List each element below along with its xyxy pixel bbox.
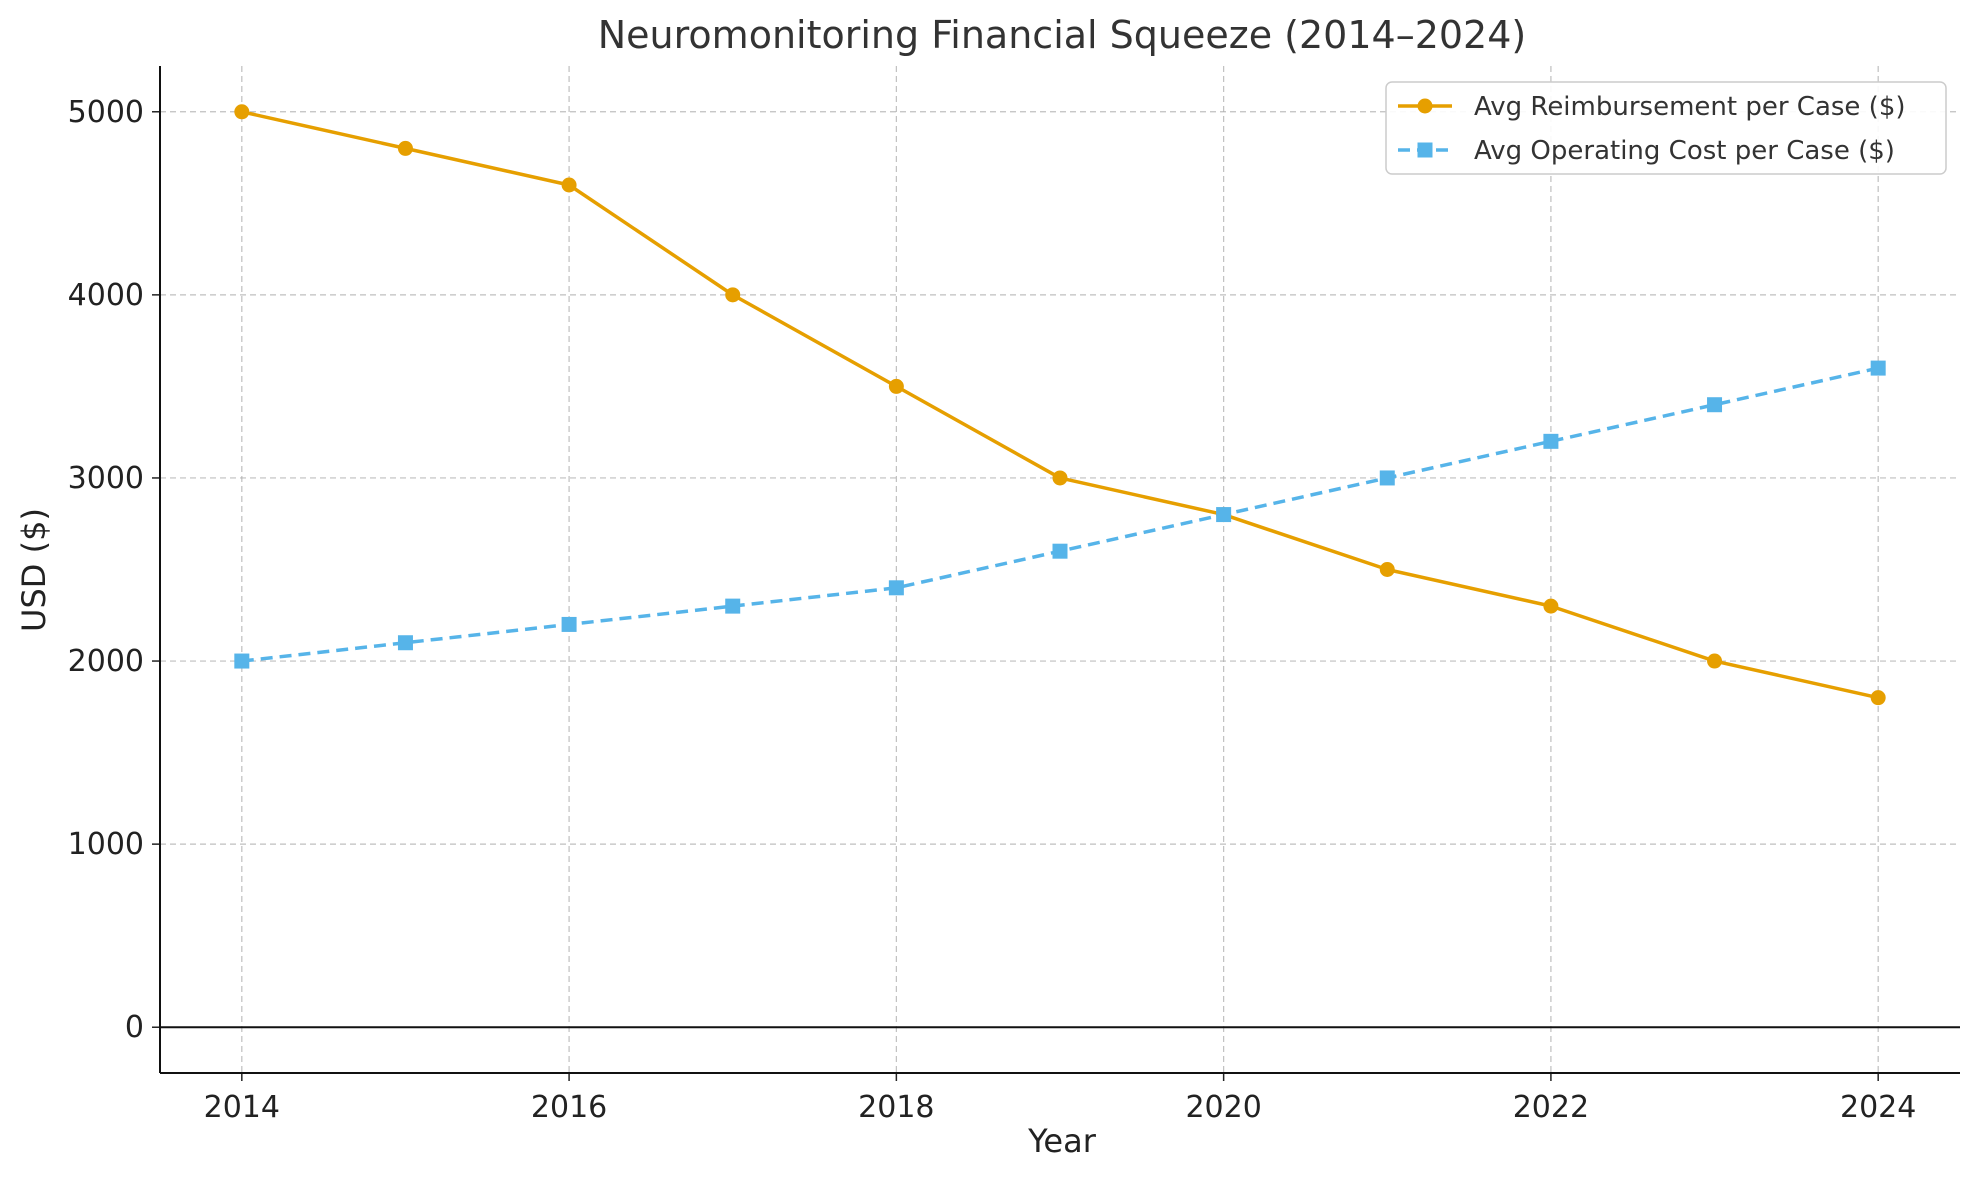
data-point xyxy=(1543,598,1559,614)
data-point xyxy=(1543,433,1559,449)
data-point xyxy=(725,598,741,614)
legend-label: Avg Reimbursement per Case ($) xyxy=(1474,92,1906,122)
data-point xyxy=(888,580,904,596)
grid xyxy=(160,66,1960,1073)
data-point xyxy=(234,653,250,669)
data-point xyxy=(1052,543,1068,559)
data-point xyxy=(561,177,577,193)
series-lines xyxy=(234,104,1886,706)
data-point xyxy=(888,378,904,394)
x-tick-label: 2018 xyxy=(858,1090,934,1125)
y-tick-label: 1000 xyxy=(68,827,144,862)
y-axis-label: USD ($) xyxy=(15,508,53,632)
data-point xyxy=(1052,470,1068,486)
data-point xyxy=(1870,690,1886,706)
legend-marker xyxy=(1417,142,1433,158)
legend: Avg Reimbursement per Case ($) Avg Operat… xyxy=(1385,81,1947,175)
series-reimbursement xyxy=(234,104,1886,706)
y-tick-label: 0 xyxy=(125,1010,144,1045)
data-point xyxy=(1379,470,1395,486)
legend-item: Avg Reimbursement per Case ($) xyxy=(1398,92,1906,122)
data-point xyxy=(234,104,250,120)
data-point xyxy=(725,287,741,303)
y-tick-label: 3000 xyxy=(68,461,144,496)
legend-item: Avg Operating Cost per Case ($) xyxy=(1398,136,1895,166)
y-tick-label: 5000 xyxy=(68,95,144,130)
data-point xyxy=(397,635,413,651)
tick-labels: 2014 2016 2018 2020 2022 2024 0 1000 2000 3000 400… xyxy=(68,95,1917,1125)
x-tick-label: 2014 xyxy=(204,1090,280,1125)
legend-marker xyxy=(1417,98,1433,114)
x-tick-label: 2020 xyxy=(1185,1090,1261,1125)
data-point xyxy=(1870,360,1886,376)
x-tick-label: 2022 xyxy=(1513,1090,1589,1125)
data-point xyxy=(397,140,413,156)
data-point xyxy=(561,616,577,632)
data-point xyxy=(1707,397,1723,413)
data-point xyxy=(1707,653,1723,669)
series-line xyxy=(241,110,1879,700)
legend-label: Avg Operating Cost per Case ($) xyxy=(1474,136,1895,166)
axes xyxy=(152,66,1960,1081)
legend-box xyxy=(1385,81,1947,175)
y-tick-label: 2000 xyxy=(68,644,144,679)
x-tick-label: 2016 xyxy=(531,1090,607,1125)
y-tick-label: 4000 xyxy=(68,278,144,313)
x-axis-label: Year xyxy=(1027,1122,1097,1160)
x-tick-label: 2024 xyxy=(1840,1090,1916,1125)
series-operating-cost xyxy=(234,360,1886,669)
chart-title: Neuromonitoring Financial Squeeze (2014–… xyxy=(598,13,1526,57)
data-point xyxy=(1379,562,1395,577)
series-line xyxy=(241,366,1879,663)
data-point xyxy=(1216,507,1232,523)
